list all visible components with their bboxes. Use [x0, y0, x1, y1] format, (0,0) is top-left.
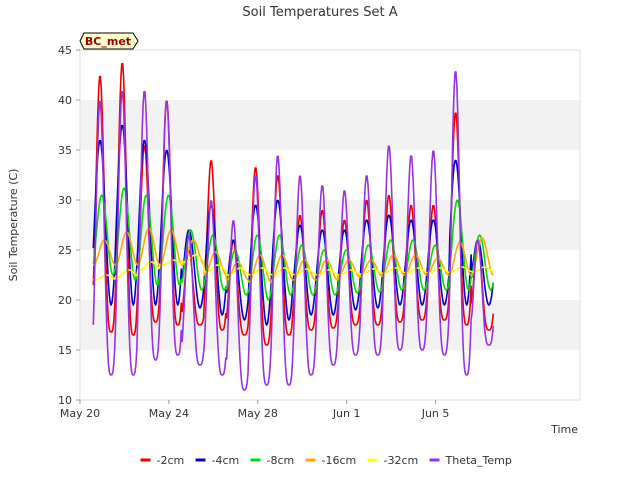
legend-label: -32cm	[384, 454, 419, 467]
chart-title: Soil Temperatures Set A	[242, 5, 397, 20]
x-tick-label: May 28	[238, 407, 278, 420]
station-badge: BC_met	[79, 32, 139, 50]
series-line-thetatemp	[92, 71, 495, 391]
legend-label: -8cm	[267, 454, 295, 467]
grid-band	[80, 50, 580, 100]
grid-band	[80, 350, 580, 400]
y-tick-label: 15	[58, 344, 72, 357]
x-tick-label: May 24	[149, 407, 189, 420]
legend-label: -16cm	[322, 454, 357, 467]
x-axis-ticks: May 20 May 24 May 28 Jun 1 Jun 5	[60, 400, 450, 420]
grid-band	[80, 200, 580, 250]
x-axis-label: Time	[550, 423, 578, 436]
grid-band	[80, 100, 580, 150]
y-tick-label: 25	[58, 244, 72, 257]
legend-label: -4cm	[212, 454, 240, 467]
x-tick-label: May 20	[60, 407, 100, 420]
x-tick-label: Jun 5	[421, 407, 450, 420]
y-axis-ticks: 10 15 20 25 30 35 40 45	[58, 44, 80, 407]
series-line-32cm	[93, 254, 494, 281]
station-badge-text: BC_met	[85, 35, 131, 48]
station-badge-box	[79, 32, 139, 50]
legend-label: Theta_Temp	[445, 454, 512, 467]
y-tick-label: 10	[58, 394, 72, 407]
series-line-8cm	[92, 187, 495, 301]
legend-label: -2cm	[157, 454, 185, 467]
y-tick-label: 30	[58, 194, 72, 207]
y-tick-label: 20	[58, 294, 72, 307]
y-tick-label: 40	[58, 94, 72, 107]
y-tick-label: 35	[58, 144, 72, 157]
y-axis-label: Soil Temperature (C)	[7, 169, 20, 282]
grid-band	[80, 150, 580, 200]
plot-frame	[79, 49, 581, 401]
series-lines	[92, 62, 495, 391]
legend: -2cm -4cm -8cm -16cm -32cm Theta_Temp	[140, 454, 512, 467]
y-tick-label: 45	[58, 44, 72, 57]
x-tick-label: Jun 1	[332, 407, 361, 420]
